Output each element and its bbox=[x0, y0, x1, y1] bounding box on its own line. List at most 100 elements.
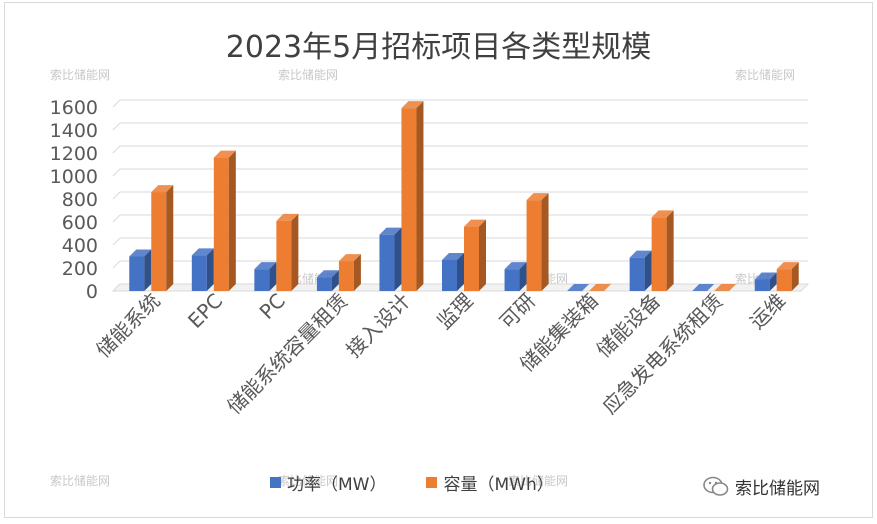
bar-capacity bbox=[589, 284, 612, 291]
gridline-slant bbox=[112, 191, 121, 200]
bar-top bbox=[129, 249, 152, 257]
bar-power bbox=[379, 227, 402, 291]
bar-side bbox=[228, 150, 236, 291]
x-tick-label: 接入设计 bbox=[341, 289, 415, 363]
bar-front bbox=[526, 200, 542, 291]
bar-power bbox=[567, 284, 590, 291]
bar-top bbox=[776, 262, 799, 270]
bar-capacity bbox=[714, 284, 737, 291]
bar-front bbox=[651, 217, 667, 291]
gridline-slant bbox=[112, 260, 121, 269]
bar-capacity bbox=[401, 101, 424, 292]
x-tick-label: EPC bbox=[183, 289, 227, 333]
y-tick-label: 800 bbox=[62, 189, 98, 211]
bar-front bbox=[379, 234, 395, 291]
bar-front bbox=[629, 257, 645, 291]
x-tick-label: 可研 bbox=[495, 289, 540, 334]
y-tick-label: 1600 bbox=[50, 97, 98, 119]
bar-front bbox=[754, 279, 770, 291]
bar-front bbox=[276, 220, 292, 291]
bar-top bbox=[401, 101, 424, 109]
chart-title: 2023年5月招标项目各类型规模 bbox=[225, 30, 652, 65]
gridline-slant bbox=[112, 145, 121, 154]
bar-capacity bbox=[651, 210, 674, 291]
bar-side bbox=[769, 272, 777, 291]
bar-side bbox=[791, 262, 799, 291]
bar-top bbox=[379, 227, 402, 235]
gridline-slant bbox=[112, 99, 121, 108]
y-tick-label: 1200 bbox=[50, 143, 98, 165]
y-tick-label: 400 bbox=[62, 235, 98, 257]
legend-label-capacity: 容量（MWh） bbox=[443, 475, 554, 495]
bar-side bbox=[353, 254, 361, 291]
watermark: 索比储能网 bbox=[508, 474, 569, 488]
bar-side bbox=[457, 252, 464, 291]
x-tick-label: 运维 bbox=[745, 289, 790, 334]
bar-side bbox=[666, 210, 674, 291]
bar-power bbox=[254, 262, 277, 291]
bar-capacity bbox=[151, 185, 174, 291]
legend-item-capacity: 容量（MWh） bbox=[426, 470, 554, 495]
bar-top bbox=[151, 185, 174, 193]
bar-capacity bbox=[276, 213, 299, 291]
gridline-slant bbox=[112, 122, 121, 131]
watermark: 索比储能网 bbox=[50, 474, 111, 488]
bar-top bbox=[464, 219, 486, 227]
bar-capacity bbox=[464, 219, 486, 291]
bar-top bbox=[714, 284, 737, 291]
x-tick-label: 储能系统容量租赁 bbox=[222, 289, 352, 419]
x-tick-label: 监理 bbox=[432, 289, 477, 334]
bar-side bbox=[291, 213, 299, 291]
bar-capacity bbox=[338, 254, 361, 291]
bar-top bbox=[754, 272, 777, 280]
watermark: 索比储能网 bbox=[735, 68, 796, 82]
bar-power bbox=[191, 248, 214, 291]
bar-front bbox=[464, 226, 479, 291]
legend-label-power: 功率（MW） bbox=[287, 475, 387, 495]
bar-front bbox=[254, 269, 270, 291]
watermark: 索比储能网 bbox=[50, 68, 111, 82]
legend-item-power: 功率（MW） bbox=[270, 470, 386, 495]
watermark: 索比储能网 bbox=[278, 474, 339, 488]
gridline-slant bbox=[112, 168, 121, 177]
bar-top bbox=[276, 213, 299, 221]
bar-front bbox=[129, 256, 145, 291]
bar-front bbox=[213, 157, 229, 291]
bar-power bbox=[754, 272, 777, 291]
watermark: 索比储能网 bbox=[278, 68, 339, 82]
bar-front bbox=[316, 277, 332, 291]
bar-side bbox=[331, 270, 339, 291]
bar-front bbox=[776, 269, 792, 291]
x-tick-label: 储能系统 bbox=[91, 289, 165, 363]
bar-top bbox=[692, 284, 715, 291]
bar-top bbox=[316, 270, 339, 278]
bar-top bbox=[526, 193, 549, 201]
bar-side bbox=[144, 249, 152, 291]
bar-top bbox=[651, 210, 674, 218]
bar-top bbox=[629, 250, 652, 258]
bar-power bbox=[504, 262, 527, 291]
y-tick-label: 200 bbox=[62, 258, 98, 280]
gridline-slant bbox=[112, 214, 121, 223]
brand-name: 索比储能网 bbox=[735, 479, 820, 499]
bar-capacity bbox=[776, 262, 799, 291]
bar-front bbox=[442, 259, 457, 291]
bar-top bbox=[213, 150, 236, 158]
bar-front bbox=[191, 255, 207, 291]
bar-side bbox=[541, 193, 549, 291]
bar-side bbox=[166, 185, 174, 291]
bar-side bbox=[644, 250, 652, 291]
bar-front bbox=[338, 261, 354, 291]
bar-side bbox=[416, 101, 424, 292]
y-tick-label: 1400 bbox=[50, 120, 98, 142]
y-tick-label: 0 bbox=[86, 281, 98, 303]
bar-front bbox=[401, 108, 417, 292]
bar-top bbox=[589, 284, 612, 291]
y-tick-label: 1000 bbox=[50, 166, 98, 188]
x-tick-label: PC bbox=[255, 289, 290, 324]
bar-power bbox=[316, 270, 339, 291]
bar-top bbox=[191, 248, 214, 256]
wechat-icon bbox=[703, 476, 729, 498]
x-tick-label: 应急发电系统租赁 bbox=[598, 289, 728, 419]
